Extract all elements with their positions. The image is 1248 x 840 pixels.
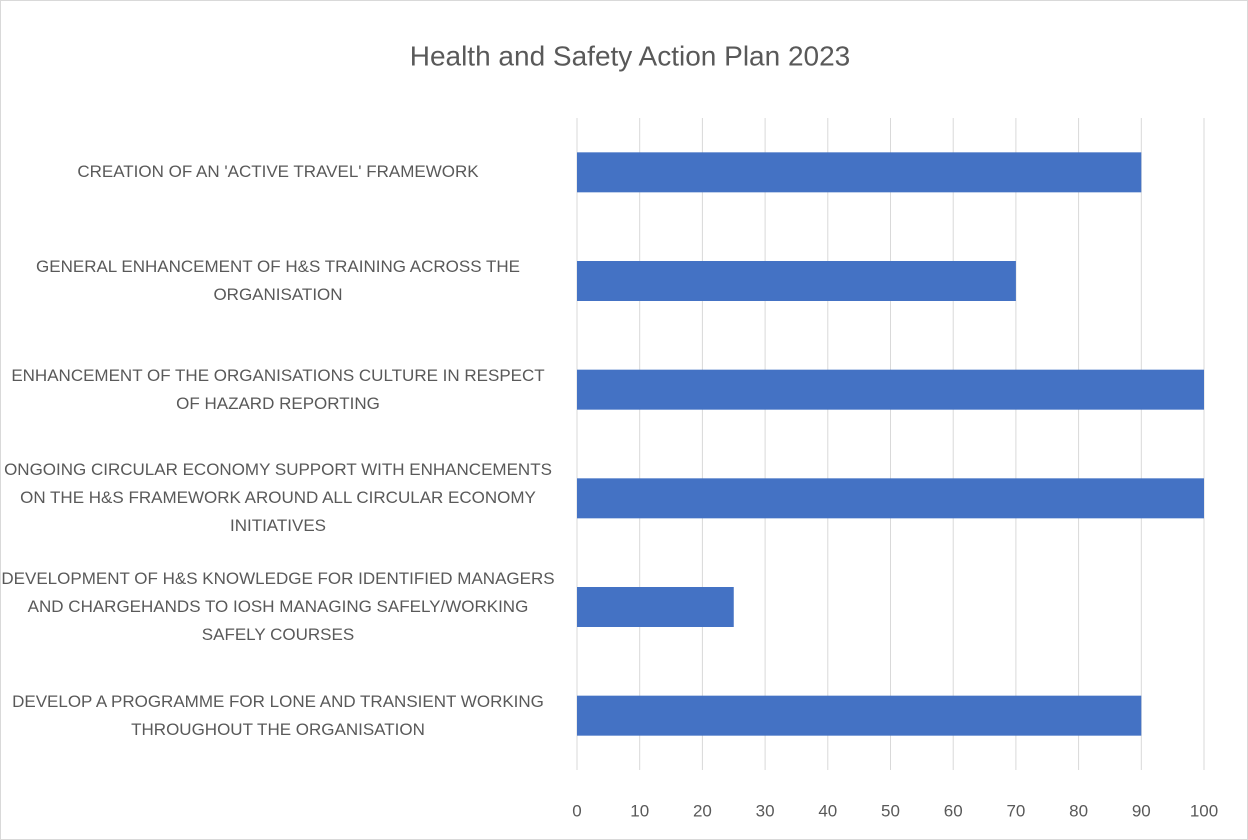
x-tick-label: 10 <box>630 801 649 820</box>
y-tick-label: GENERAL ENHANCEMENT OF H&S TRAINING ACRO… <box>36 257 520 304</box>
y-tick-label: ONGOING CIRCULAR ECONOMY SUPPORT WITH EN… <box>4 460 552 536</box>
x-tick-label: 90 <box>1132 801 1151 820</box>
y-tick-label: CREATION OF AN 'ACTIVE TRAVEL' FRAMEWORK <box>77 162 479 182</box>
x-tick-label: 70 <box>1006 801 1025 820</box>
bar <box>577 695 1142 736</box>
y-tick-label: ENHANCEMENT OF THE ORGANISATIONS CULTURE… <box>11 365 545 413</box>
x-tick-label: 30 <box>756 801 775 820</box>
chart-title: Health and Safety Action Plan 2023 <box>410 40 851 71</box>
x-tick-label: 20 <box>693 801 712 820</box>
bar <box>577 152 1142 193</box>
x-tick-label: 0 <box>572 801 581 820</box>
x-tick-label: 40 <box>818 801 837 820</box>
bar <box>577 261 1016 301</box>
x-tick-label: 60 <box>944 801 963 820</box>
bar <box>577 478 1204 519</box>
y-tick-label: DEVELOPMENT OF H&S KNOWLEDGE FOR IDENTIF… <box>1 569 555 644</box>
x-tick-label: 50 <box>881 801 900 820</box>
x-tick-label: 100 <box>1190 801 1218 820</box>
y-tick-label: DEVELOP A PROGRAMME FOR LONE AND TRANSIE… <box>12 691 544 739</box>
x-tick-label: 80 <box>1069 801 1088 820</box>
bar <box>577 369 1204 410</box>
bar <box>577 587 734 627</box>
